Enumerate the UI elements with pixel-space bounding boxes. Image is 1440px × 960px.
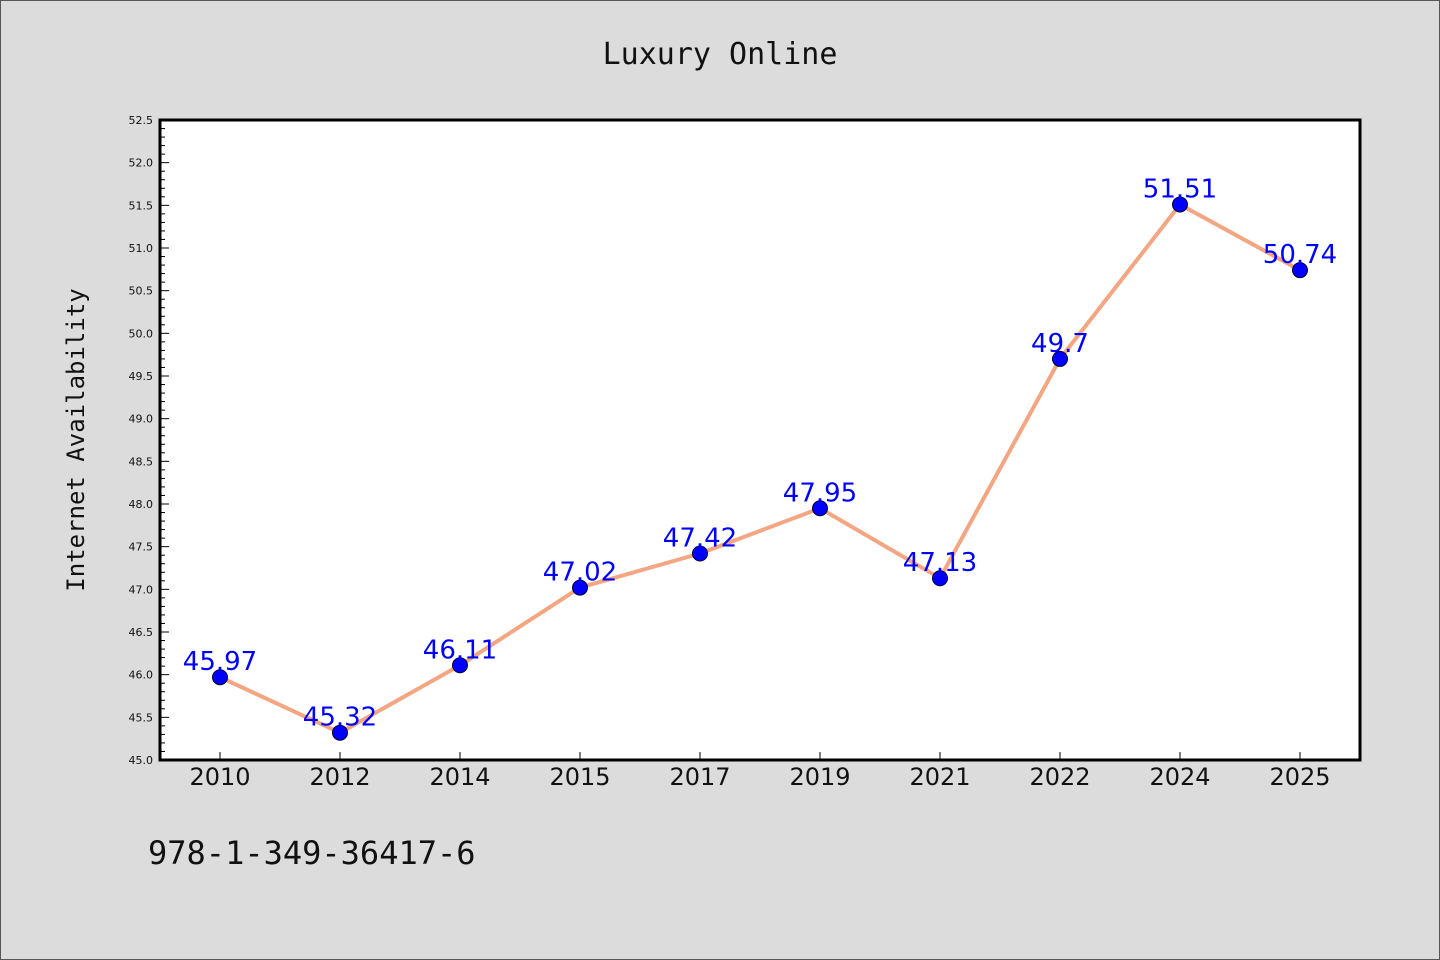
data-point xyxy=(452,657,468,674)
y-tick-label: 48.5 xyxy=(129,455,154,468)
data-label: 46.11 xyxy=(423,635,497,665)
y-tick-label: 50.5 xyxy=(129,285,154,298)
data-point xyxy=(812,500,828,517)
x-tick-label: 2014 xyxy=(429,763,490,791)
data-label: 45.97 xyxy=(183,647,257,677)
x-tick-label: 2015 xyxy=(549,763,610,791)
x-tick-label: 2025 xyxy=(1269,763,1330,791)
y-tick-label: 52.0 xyxy=(129,157,154,170)
y-tick-label: 45.5 xyxy=(129,711,154,724)
x-axis: 2010 2012 2014 2015 2017 2019 2021 2022 2024 2025 xyxy=(189,752,1331,791)
x-tick-label: 2022 xyxy=(1029,763,1090,791)
x-tick-label: 2024 xyxy=(1149,763,1210,791)
data-point xyxy=(1052,350,1068,367)
x-tick-label: 2012 xyxy=(309,763,370,791)
y-tick-label: 47.5 xyxy=(129,541,154,554)
y-tick-label: 49.5 xyxy=(129,370,154,383)
data-point xyxy=(692,545,708,562)
data-markers xyxy=(212,196,1308,741)
data-label: 47.42 xyxy=(663,523,737,553)
y-tick-label: 52.5 xyxy=(129,114,154,127)
data-label: 47.95 xyxy=(783,478,857,508)
data-point xyxy=(1292,262,1308,279)
y-tick-label: 49.0 xyxy=(129,413,154,426)
y-tick-label: 51.0 xyxy=(129,242,154,255)
x-tick-label: 2021 xyxy=(909,763,970,791)
x-tick-label: 2010 xyxy=(189,763,250,791)
y-tick-label: 47.0 xyxy=(129,583,154,596)
data-point xyxy=(1172,196,1188,213)
data-label: 47.02 xyxy=(543,558,617,588)
y-tick-label: 45.0 xyxy=(129,754,154,767)
data-label: 51.51 xyxy=(1143,174,1217,204)
y-tick-label: 46.0 xyxy=(129,669,154,682)
data-point xyxy=(572,579,588,596)
y-axis: 45.0 45.5 46.0 46.5 47.0 47.5 48.0 48.5 49.0 49.5… xyxy=(129,114,169,767)
plot-area xyxy=(160,120,1360,760)
data-point xyxy=(332,724,348,741)
y-tick-label: 46.5 xyxy=(129,626,154,639)
y-axis-label: Internet Availability xyxy=(62,288,90,591)
chart-title: Luxury Online xyxy=(603,37,838,72)
y-tick-label: 50.0 xyxy=(129,327,154,340)
data-label: 45.32 xyxy=(303,703,377,733)
plot-border xyxy=(158,118,1362,762)
data-point xyxy=(932,570,948,587)
y-tick-label: 51.5 xyxy=(129,199,154,212)
data-point xyxy=(212,669,228,686)
data-label: 49.7 xyxy=(1031,329,1089,359)
data-label: 47.13 xyxy=(903,548,977,578)
x-tick-label: 2017 xyxy=(669,763,730,791)
series-line xyxy=(219,202,1301,735)
x-tick-label: 2019 xyxy=(789,763,850,791)
data-labels: 45.97 45.32 46.11 47.02 47.42 47.95 47.13 49.7 5… xyxy=(183,174,1337,732)
footer-isbn: 978-1-349-36417-6 xyxy=(148,834,476,872)
y-tick-label: 48.0 xyxy=(129,498,154,511)
data-label: 50.74 xyxy=(1263,240,1337,270)
